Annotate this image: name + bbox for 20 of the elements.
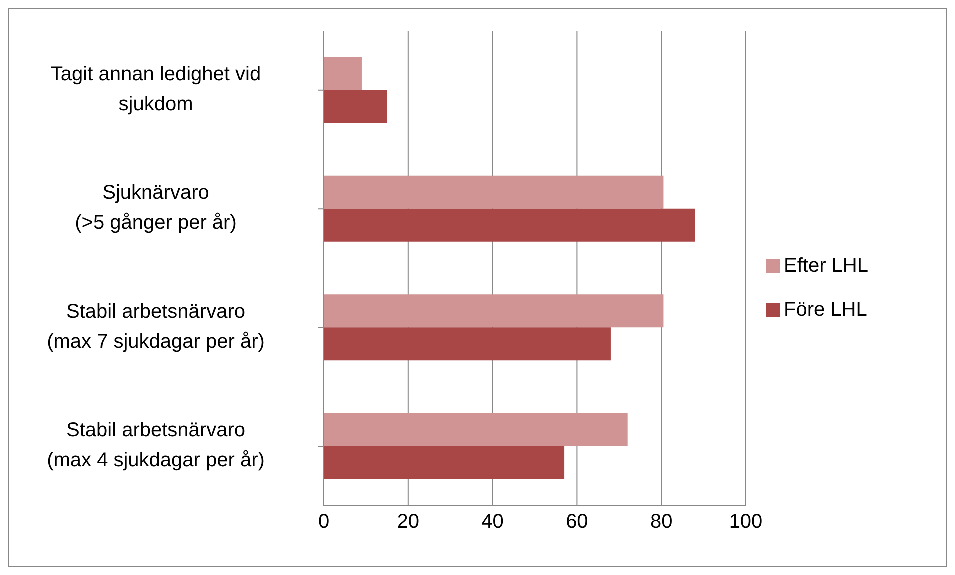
x-tick-label: 100: [729, 511, 763, 534]
x-tick-label: 80: [650, 511, 673, 534]
x-tick-label: 60: [566, 511, 588, 534]
y-tick-label: Stabil arbetsnärvaro (max 4 sjukdagar per år): [47, 420, 265, 472]
bar: [324, 176, 664, 209]
bar: [324, 90, 388, 124]
y-tick-label: Sjuknärvaro (>5 gånger per år): [75, 182, 237, 234]
bar: [324, 413, 628, 446]
y-tick-label: Stabil arbetsnärvaro (max 7 sjukdagar per år): [47, 301, 265, 354]
x-tick-label: 0: [318, 511, 330, 534]
legend-label: Efter LHL: [784, 254, 868, 276]
bar: [324, 294, 664, 328]
bar: [324, 328, 611, 361]
x-tick-label: 20: [397, 511, 420, 534]
bar: [324, 208, 696, 242]
y-tick-label: Tagit annan ledighet vid sjukdom: [50, 64, 262, 116]
bar: [324, 446, 565, 480]
legend-label: Före LHL: [784, 298, 868, 320]
x-tick-label: 40: [482, 511, 504, 534]
bar: [324, 57, 362, 90]
